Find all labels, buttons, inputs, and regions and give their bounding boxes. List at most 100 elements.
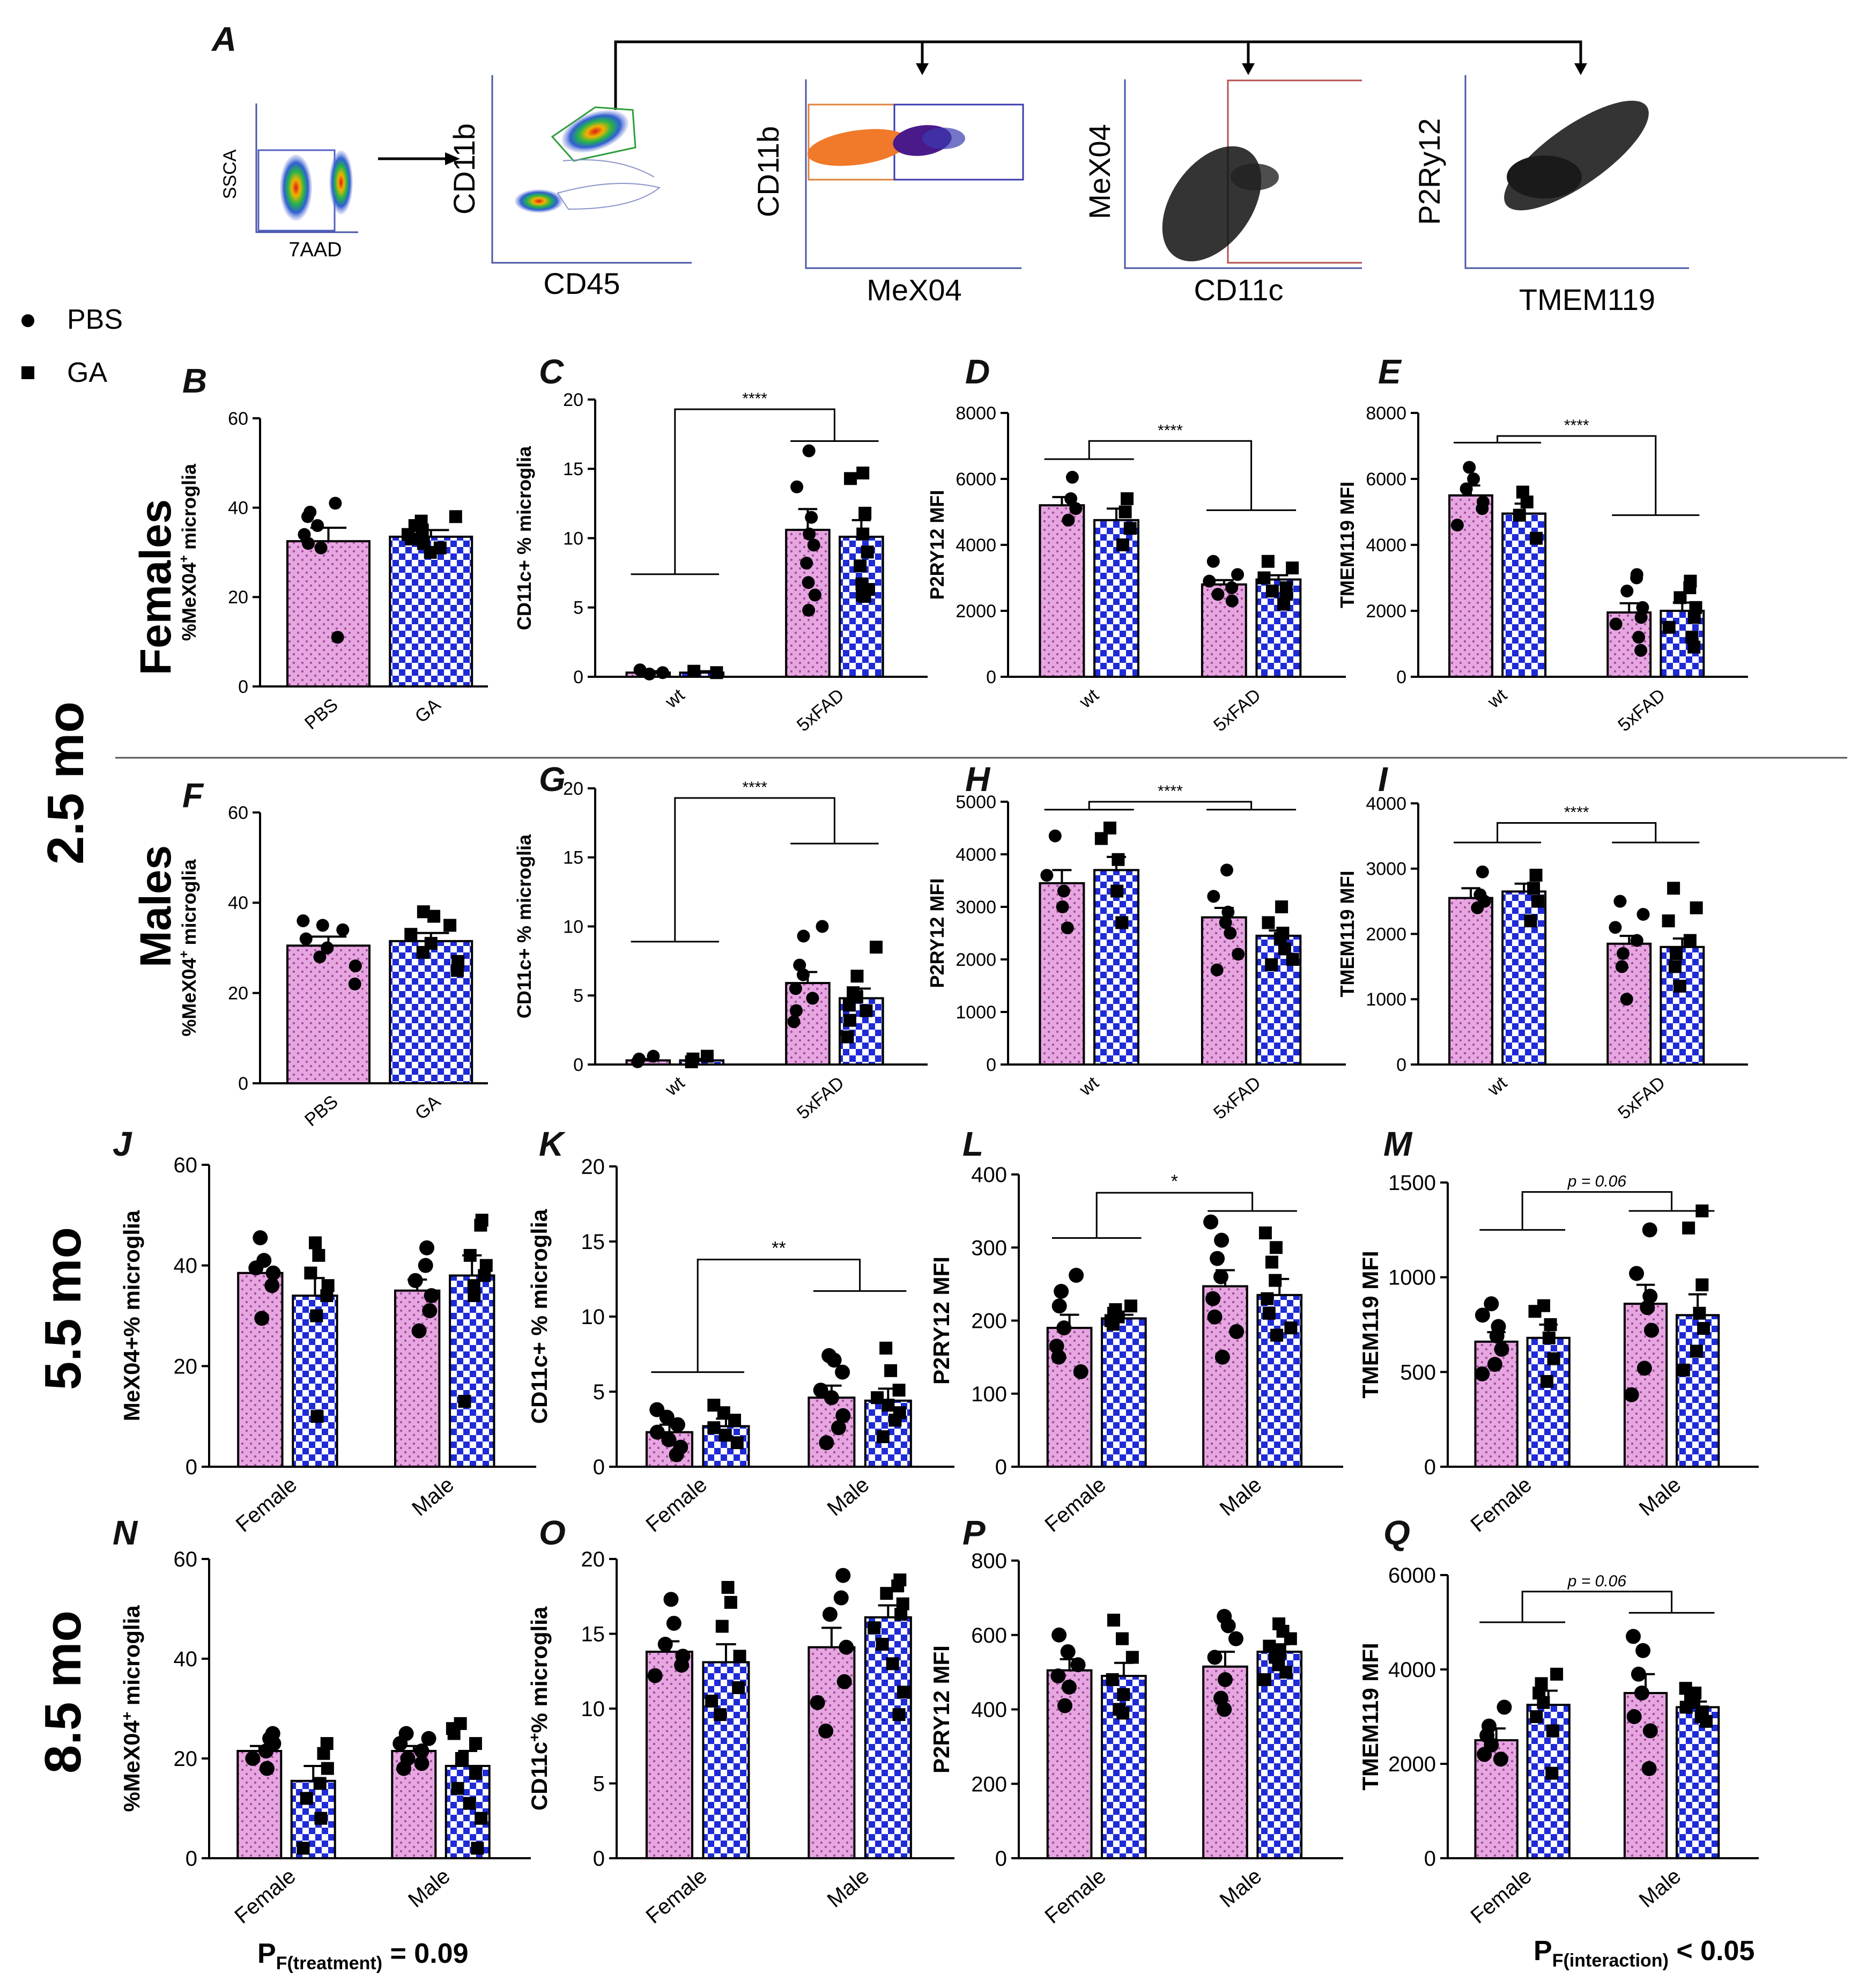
data-point-pbs bbox=[414, 1743, 429, 1759]
data-point-ga bbox=[876, 1430, 890, 1443]
data-point-pbs bbox=[1056, 900, 1069, 913]
data-point-pbs bbox=[1460, 482, 1473, 496]
data-point-ga bbox=[427, 910, 441, 923]
x-tick-label: Male bbox=[408, 1473, 458, 1520]
data-point-ga bbox=[1667, 882, 1680, 895]
data-point-ga bbox=[1261, 555, 1275, 568]
panel-letter-i: I bbox=[1378, 760, 1388, 799]
chart-panel-h: H 0 1000 2000 3000 4000 5000 P2RY12 MFI wt 5xFAD *… bbox=[926, 760, 1346, 1124]
y-tick-label: 5 bbox=[593, 1772, 605, 1796]
y-tick-label: 4000 bbox=[956, 535, 996, 556]
flow-plot-4-xlabel: CD11c bbox=[1194, 273, 1283, 307]
data-point-ga bbox=[882, 1399, 895, 1412]
data-point-ga bbox=[886, 1657, 899, 1671]
data-point-ga bbox=[1284, 1632, 1297, 1645]
data-point-ga bbox=[1269, 1274, 1282, 1287]
data-point-pbs bbox=[816, 920, 829, 933]
data-point-ga bbox=[455, 1752, 468, 1765]
bar-pbs bbox=[236, 1750, 283, 1860]
y-tick-label: 0 bbox=[573, 1055, 583, 1075]
data-point-pbs bbox=[1206, 555, 1220, 568]
data-point-pbs bbox=[1626, 1709, 1642, 1724]
data-point-pbs bbox=[392, 1736, 408, 1751]
data-point-pbs bbox=[1636, 907, 1650, 921]
data-point-pbs bbox=[1231, 568, 1245, 581]
data-point-pbs bbox=[1205, 1291, 1221, 1306]
flow-plot-1-ylabel: SSCA bbox=[220, 149, 240, 199]
data-point-pbs bbox=[313, 950, 327, 964]
x-tick-label: Male bbox=[1635, 1473, 1686, 1520]
data-point-pbs bbox=[1069, 1268, 1084, 1283]
x-tick-label: Male bbox=[1216, 1473, 1267, 1520]
x-tick-label: Male bbox=[1216, 1864, 1267, 1912]
sig-bracket bbox=[1088, 801, 1253, 810]
data-point-ga bbox=[719, 1429, 732, 1442]
chart-panel-l: L 0 100 200 300 400 P2RY12 MFI Female Male * bbox=[929, 1125, 1343, 1537]
data-point-ga bbox=[1115, 1632, 1129, 1645]
panel-letter-q: Q bbox=[1383, 1513, 1410, 1552]
data-point-ga bbox=[1270, 1328, 1284, 1342]
data-point-pbs bbox=[1636, 1361, 1652, 1376]
data-point-ga bbox=[844, 472, 857, 485]
data-point-pbs bbox=[1450, 519, 1464, 532]
sig-label: **** bbox=[1158, 782, 1183, 800]
data-point-pbs bbox=[1214, 1349, 1230, 1365]
data-point-ga bbox=[858, 590, 871, 603]
data-point-ga bbox=[854, 559, 867, 573]
data-point-ga bbox=[1550, 1667, 1564, 1681]
data-point-pbs bbox=[813, 1383, 828, 1398]
y-axis-label: TMEM119 MFI bbox=[1358, 1643, 1383, 1790]
chart-panel-n: N 0 20 40 60 %MeX04+ microglia Female Male bbox=[113, 1513, 531, 1928]
data-point-pbs bbox=[1054, 1284, 1069, 1299]
data-point-pbs bbox=[1069, 502, 1083, 515]
data-point-ga bbox=[1106, 1673, 1119, 1686]
y-tick-label: 100 bbox=[971, 1383, 1007, 1406]
data-point-pbs bbox=[1636, 601, 1649, 614]
data-point-ga bbox=[1125, 1651, 1139, 1664]
y-tick-label: 15 bbox=[563, 848, 583, 868]
y-tick-label: 400 bbox=[971, 1163, 1007, 1187]
bar-pbs bbox=[1201, 916, 1247, 1066]
data-point-pbs bbox=[311, 519, 324, 532]
panel-letter-l: L bbox=[962, 1125, 983, 1163]
data-point-ga bbox=[685, 1055, 698, 1068]
panel-letter-b: B bbox=[182, 361, 207, 400]
x-tick-label: PBS bbox=[301, 694, 342, 734]
sig-label: **** bbox=[1564, 804, 1589, 822]
y-tick-label: 0 bbox=[986, 1055, 996, 1075]
data-point-ga bbox=[447, 1727, 461, 1740]
data-point-pbs bbox=[1061, 1679, 1077, 1695]
y-tick-label: 10 bbox=[581, 1697, 605, 1721]
y-tick-label: 10 bbox=[581, 1305, 605, 1329]
bar-pbs bbox=[394, 1289, 441, 1468]
y-axis-label: TMEM119 MFI bbox=[1358, 1251, 1383, 1398]
panel-letter-d: D bbox=[965, 352, 990, 391]
chart-panel-g: G 0 5 10 15 20 CD11c+ % microglia wt 5xFAD **** bbox=[513, 760, 928, 1124]
data-point-pbs bbox=[1463, 461, 1476, 474]
data-point-ga bbox=[705, 1695, 719, 1708]
data-point-pbs bbox=[797, 929, 810, 943]
data-point-ga bbox=[1682, 1221, 1695, 1235]
data-point-pbs bbox=[1051, 1298, 1067, 1314]
y-tick-label: 40 bbox=[228, 893, 248, 913]
x-tick-label: 5xFAD bbox=[1210, 685, 1265, 736]
data-point-pbs bbox=[806, 992, 819, 1005]
data-point-pbs bbox=[1051, 1349, 1066, 1365]
y-tick-label: 4000 bbox=[1388, 1658, 1436, 1682]
y-tick-label: 1000 bbox=[1388, 1266, 1436, 1290]
data-point-pbs bbox=[1214, 1232, 1230, 1248]
y-tick-label: 20 bbox=[563, 390, 583, 410]
data-point-pbs bbox=[1640, 1300, 1655, 1316]
data-point-ga bbox=[1695, 1278, 1709, 1291]
data-point-ga bbox=[1265, 585, 1279, 598]
data-point-pbs bbox=[1062, 513, 1075, 527]
data-point-pbs bbox=[1057, 884, 1070, 898]
bar-ga bbox=[389, 535, 473, 688]
data-point-pbs bbox=[666, 1615, 682, 1631]
y-axis-label: TMEM119 MFI bbox=[1336, 870, 1358, 997]
data-point-ga bbox=[471, 1842, 484, 1855]
data-point-pbs bbox=[1642, 1723, 1658, 1739]
data-point-ga bbox=[870, 941, 883, 954]
bar-pbs bbox=[1201, 583, 1247, 678]
